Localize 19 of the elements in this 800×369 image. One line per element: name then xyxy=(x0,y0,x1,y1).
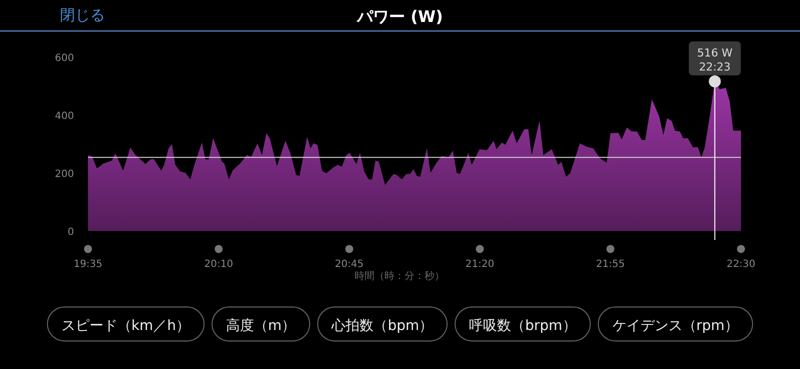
y-tick-label: 0 xyxy=(68,227,74,238)
text: 呼吸数（brpm） xyxy=(469,318,576,334)
y-tick-label: 200 xyxy=(54,169,74,180)
x-tick-label: 22:30 xyxy=(726,259,756,270)
x-tick-label: 21:55 xyxy=(596,259,625,270)
text: 高度（m） xyxy=(226,318,296,334)
x-axis-title: 時間（時：分：秒） xyxy=(354,270,444,282)
x-tick-label: 19:35 xyxy=(74,259,102,270)
text: 心拍数（bpm） xyxy=(330,318,434,334)
chart-title: パワー (W) xyxy=(356,7,443,26)
text: スピード（km／h） xyxy=(61,318,190,334)
x-tick-label: 21:20 xyxy=(465,259,494,270)
y-tick-label: 600 xyxy=(54,53,74,64)
annotation: 516 W 22:23 xyxy=(697,46,733,74)
text: ケイデンス（rpm） xyxy=(612,318,739,334)
x-tick-label: 20:45 xyxy=(334,259,364,270)
text: 閉じる xyxy=(60,6,105,24)
x-tick-label: 20:10 xyxy=(204,259,234,270)
y-tick-label: 400 xyxy=(54,111,74,122)
